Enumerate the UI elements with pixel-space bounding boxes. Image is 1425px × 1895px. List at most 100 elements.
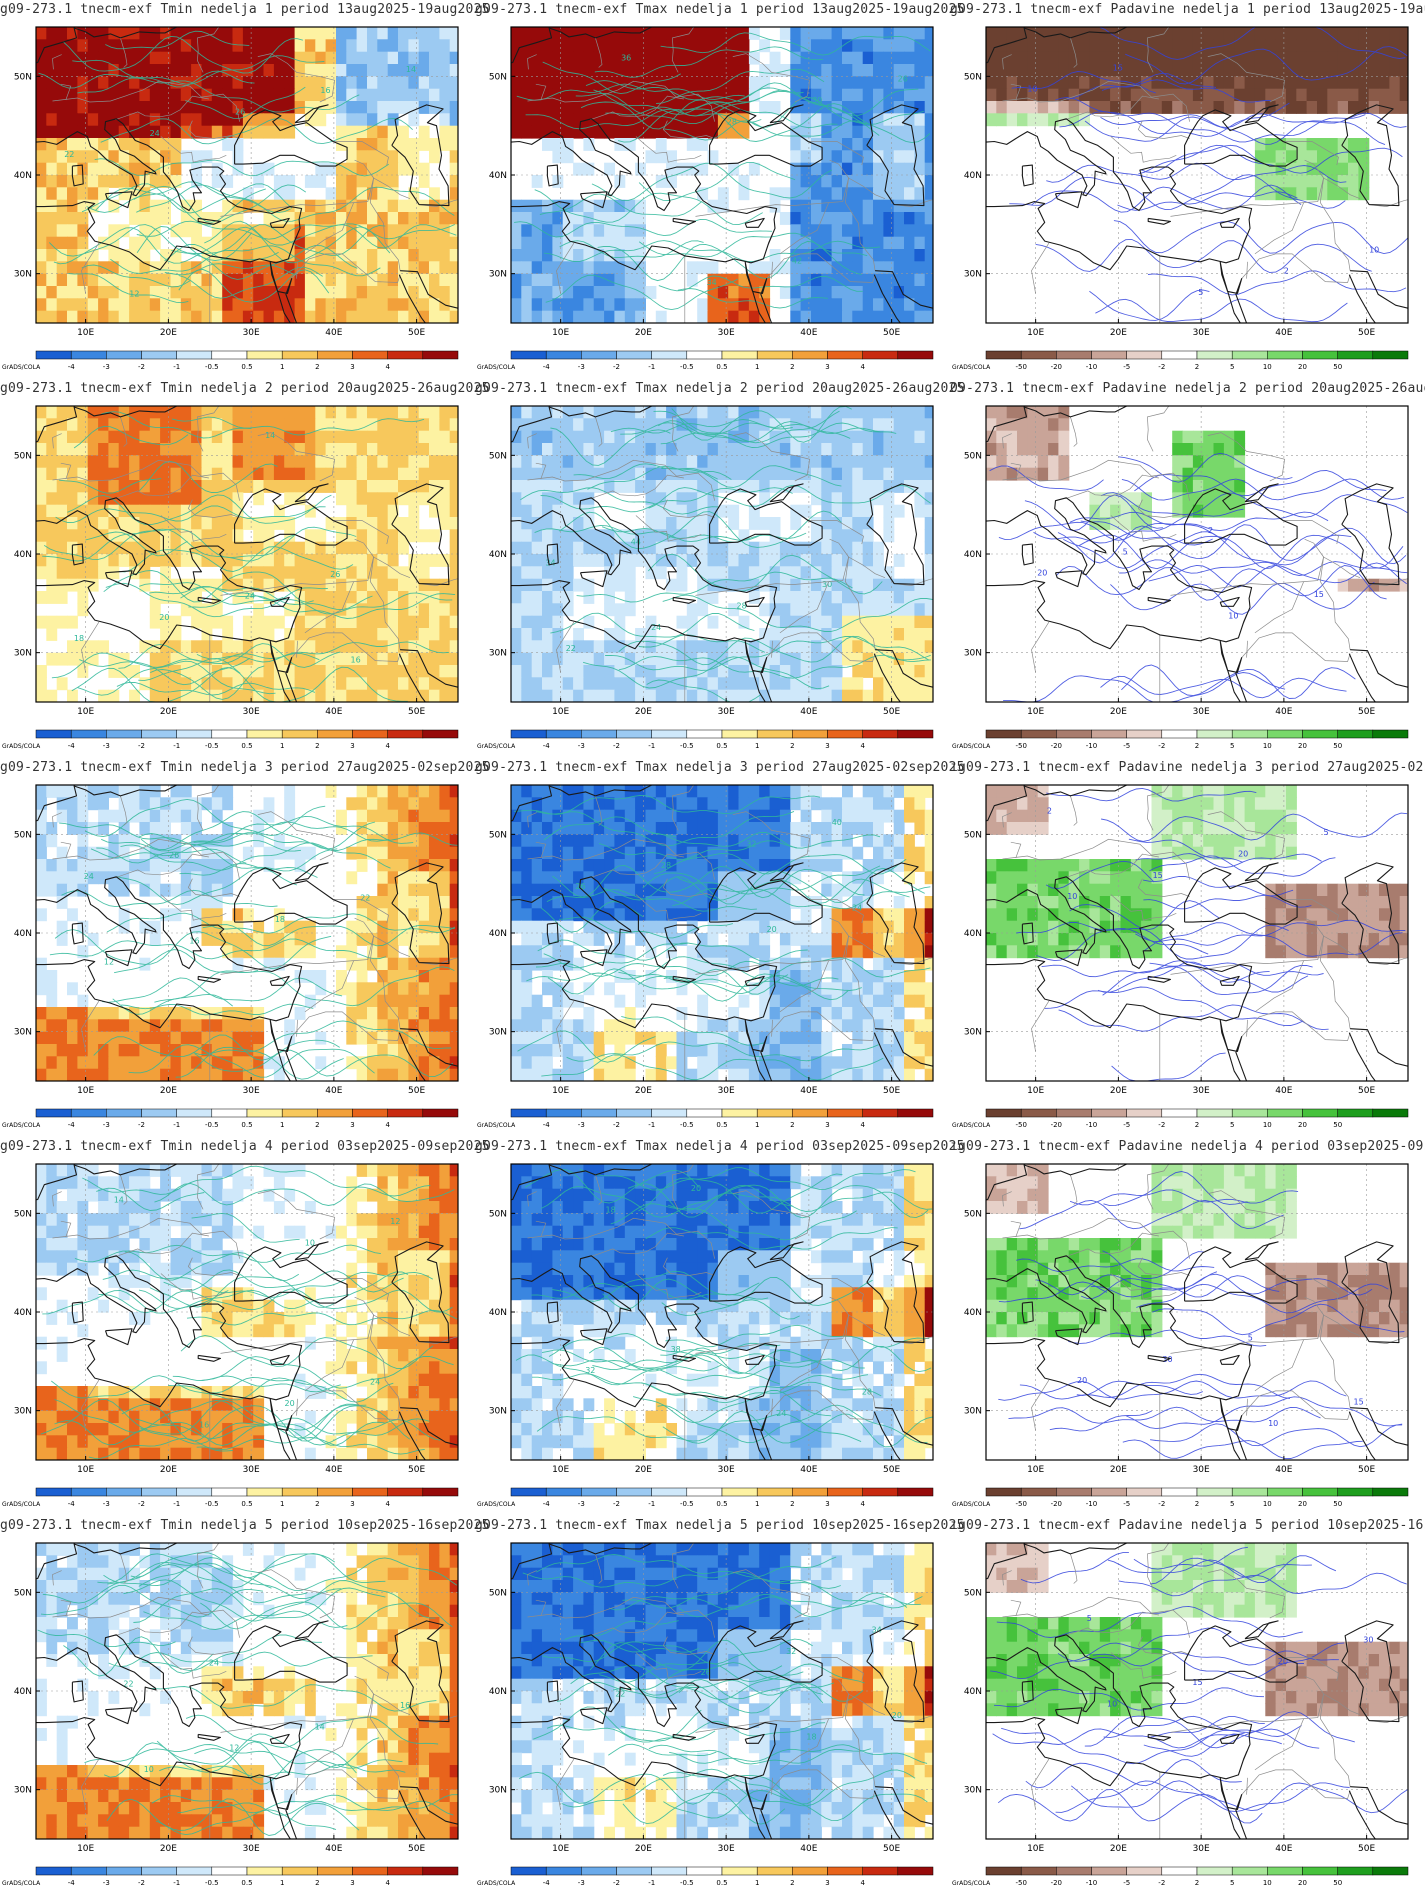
legend-swatch <box>721 350 758 360</box>
grads-brand: GrADS/COLA <box>2 743 41 750</box>
legend-swatch <box>176 1487 213 1497</box>
lon-tick-label: 40E <box>325 1086 342 1096</box>
legend-swatch <box>1091 1108 1127 1118</box>
legend-tick-label: 2 <box>315 363 319 371</box>
legend-swatch <box>1302 1487 1338 1497</box>
legend-swatch <box>985 729 1022 739</box>
lon-tick-label: 10E <box>77 1844 94 1854</box>
lon-tick-label: 20E <box>160 707 177 717</box>
lon-tick-label: 40E <box>1275 707 1292 717</box>
legend-swatch <box>1126 1108 1163 1118</box>
legend-tick-label: -10 <box>1086 363 1097 371</box>
contour-label: 14 <box>265 431 275 440</box>
legend-swatch <box>1056 1487 1092 1497</box>
legend-swatch <box>545 350 582 360</box>
legend-tick-label: 3 <box>350 1121 354 1129</box>
contour-label: 15 <box>1354 1398 1364 1407</box>
lon-tick-label: 20E <box>1110 707 1127 717</box>
legend-swatch <box>1196 1108 1233 1118</box>
contour-label: 34 <box>545 559 555 568</box>
legend-tick-label: -20 <box>1051 1500 1062 1508</box>
contour-label: 14 <box>114 1196 124 1205</box>
legend-tick-label: 1 <box>755 1121 759 1129</box>
lat-tick-label: 50N <box>14 451 32 461</box>
legend-tick-label: -1 <box>173 363 180 371</box>
contour-label: 18 <box>275 915 285 924</box>
legend-tick-label: 2 <box>790 742 794 750</box>
lon-tick-label: 40E <box>325 1465 342 1475</box>
lon-tick-label: 30E <box>1193 707 1210 717</box>
legend-swatch <box>422 1487 459 1497</box>
grads-brand: GrADS/COLA <box>2 1880 41 1887</box>
map-panel-tmax-week-1: g09-273.1 tnecm-exf Tmax nedelja 1 perio… <box>475 0 964 379</box>
legend-tick-label: 0.5 <box>716 1879 727 1887</box>
lat-tick-label: 40N <box>964 1308 982 1318</box>
lat-tick-label: 40N <box>14 550 32 560</box>
legend-swatch <box>281 729 318 739</box>
contour-label: 28 <box>862 1388 872 1397</box>
lon-tick-label: 50E <box>1358 1086 1375 1096</box>
legend-swatch <box>1020 1487 1057 1497</box>
legend-tick-label: 20 <box>1298 1879 1307 1887</box>
contour-label: 24 <box>245 592 255 601</box>
lon-tick-label: 40E <box>1275 328 1292 338</box>
legend-swatch <box>1267 350 1303 360</box>
lat-tick-label: 50N <box>964 72 982 82</box>
anomaly-field: 14 16 18 20 24 26 <box>36 406 458 702</box>
anomaly-field: 20 24 26 28 32 40 <box>511 785 933 1081</box>
legend-tick-label: -1 <box>173 1500 180 1508</box>
legend-tick-label: -3 <box>578 1500 585 1508</box>
legend-tick-label: -0.5 <box>680 1879 694 1887</box>
legend-swatch <box>545 729 582 739</box>
lat-tick-label: 30N <box>14 649 32 659</box>
legend-tick-label: -3 <box>103 742 110 750</box>
lon-tick-label: 20E <box>635 1465 652 1475</box>
lon-tick-label: 50E <box>1358 1465 1375 1475</box>
legend-tick-label: -0.5 <box>205 1879 219 1887</box>
legend-swatch <box>756 1487 793 1497</box>
legend-tick-label: -2 <box>613 363 620 371</box>
lon-tick-label: 10E <box>1027 1844 1044 1854</box>
lat-tick-label: 40N <box>14 171 32 181</box>
contour-label: 15 <box>1192 1678 1202 1687</box>
legend-swatch <box>862 729 899 739</box>
legend-tick-label: 2 <box>1195 742 1199 750</box>
legend-swatch <box>897 350 934 360</box>
legend-tick-label: 4 <box>860 1500 865 1508</box>
legend-tick-label: -4 <box>68 742 76 750</box>
lon-tick-label: 30E <box>243 1086 260 1096</box>
legend-swatch <box>827 1108 863 1118</box>
lat-tick-label: 50N <box>489 451 507 461</box>
legend-tick-label: -0.5 <box>680 742 694 750</box>
lon-tick-label: 40E <box>325 1844 342 1854</box>
lat-tick-label: 50N <box>14 830 32 840</box>
legend-tick-label: -1 <box>173 742 180 750</box>
legend-swatch <box>1196 1487 1233 1497</box>
legend-swatch <box>1372 350 1409 360</box>
legend-swatch <box>510 1866 547 1876</box>
legend-swatch <box>1372 1866 1409 1876</box>
legend-tick-label: 4 <box>385 1500 390 1508</box>
legend-tick-label: 1 <box>280 1500 284 1508</box>
legend-tick-label: 3 <box>825 1121 829 1129</box>
map-panel-tmin-week-4: g09-273.1 tnecm-exf Tmin nedelja 4 perio… <box>0 1137 489 1516</box>
legend-swatch <box>281 350 318 360</box>
map-panel-tmax-week-4: g09-273.1 tnecm-exf Tmax nedelja 4 perio… <box>475 1137 964 1516</box>
lon-tick-label: 20E <box>1110 1086 1127 1096</box>
legend-tick-label: -2 <box>1158 742 1165 750</box>
legend-swatch <box>581 1487 617 1497</box>
legend-tick-label: 1 <box>755 1879 759 1887</box>
lat-tick-label: 50N <box>14 1588 32 1598</box>
legend-swatch <box>792 1108 828 1118</box>
legend-tick-label: 2 <box>790 363 794 371</box>
legend-tick-label: -1 <box>648 1879 655 1887</box>
contour-label: 10 <box>305 1238 315 1247</box>
legend-tick-label: 1 <box>755 1500 759 1508</box>
legend-tick-label: -1 <box>648 1500 655 1508</box>
contour-label: 18 <box>806 1732 816 1741</box>
contour-label: 20 <box>691 1184 701 1193</box>
legend-swatch <box>985 1487 1022 1497</box>
